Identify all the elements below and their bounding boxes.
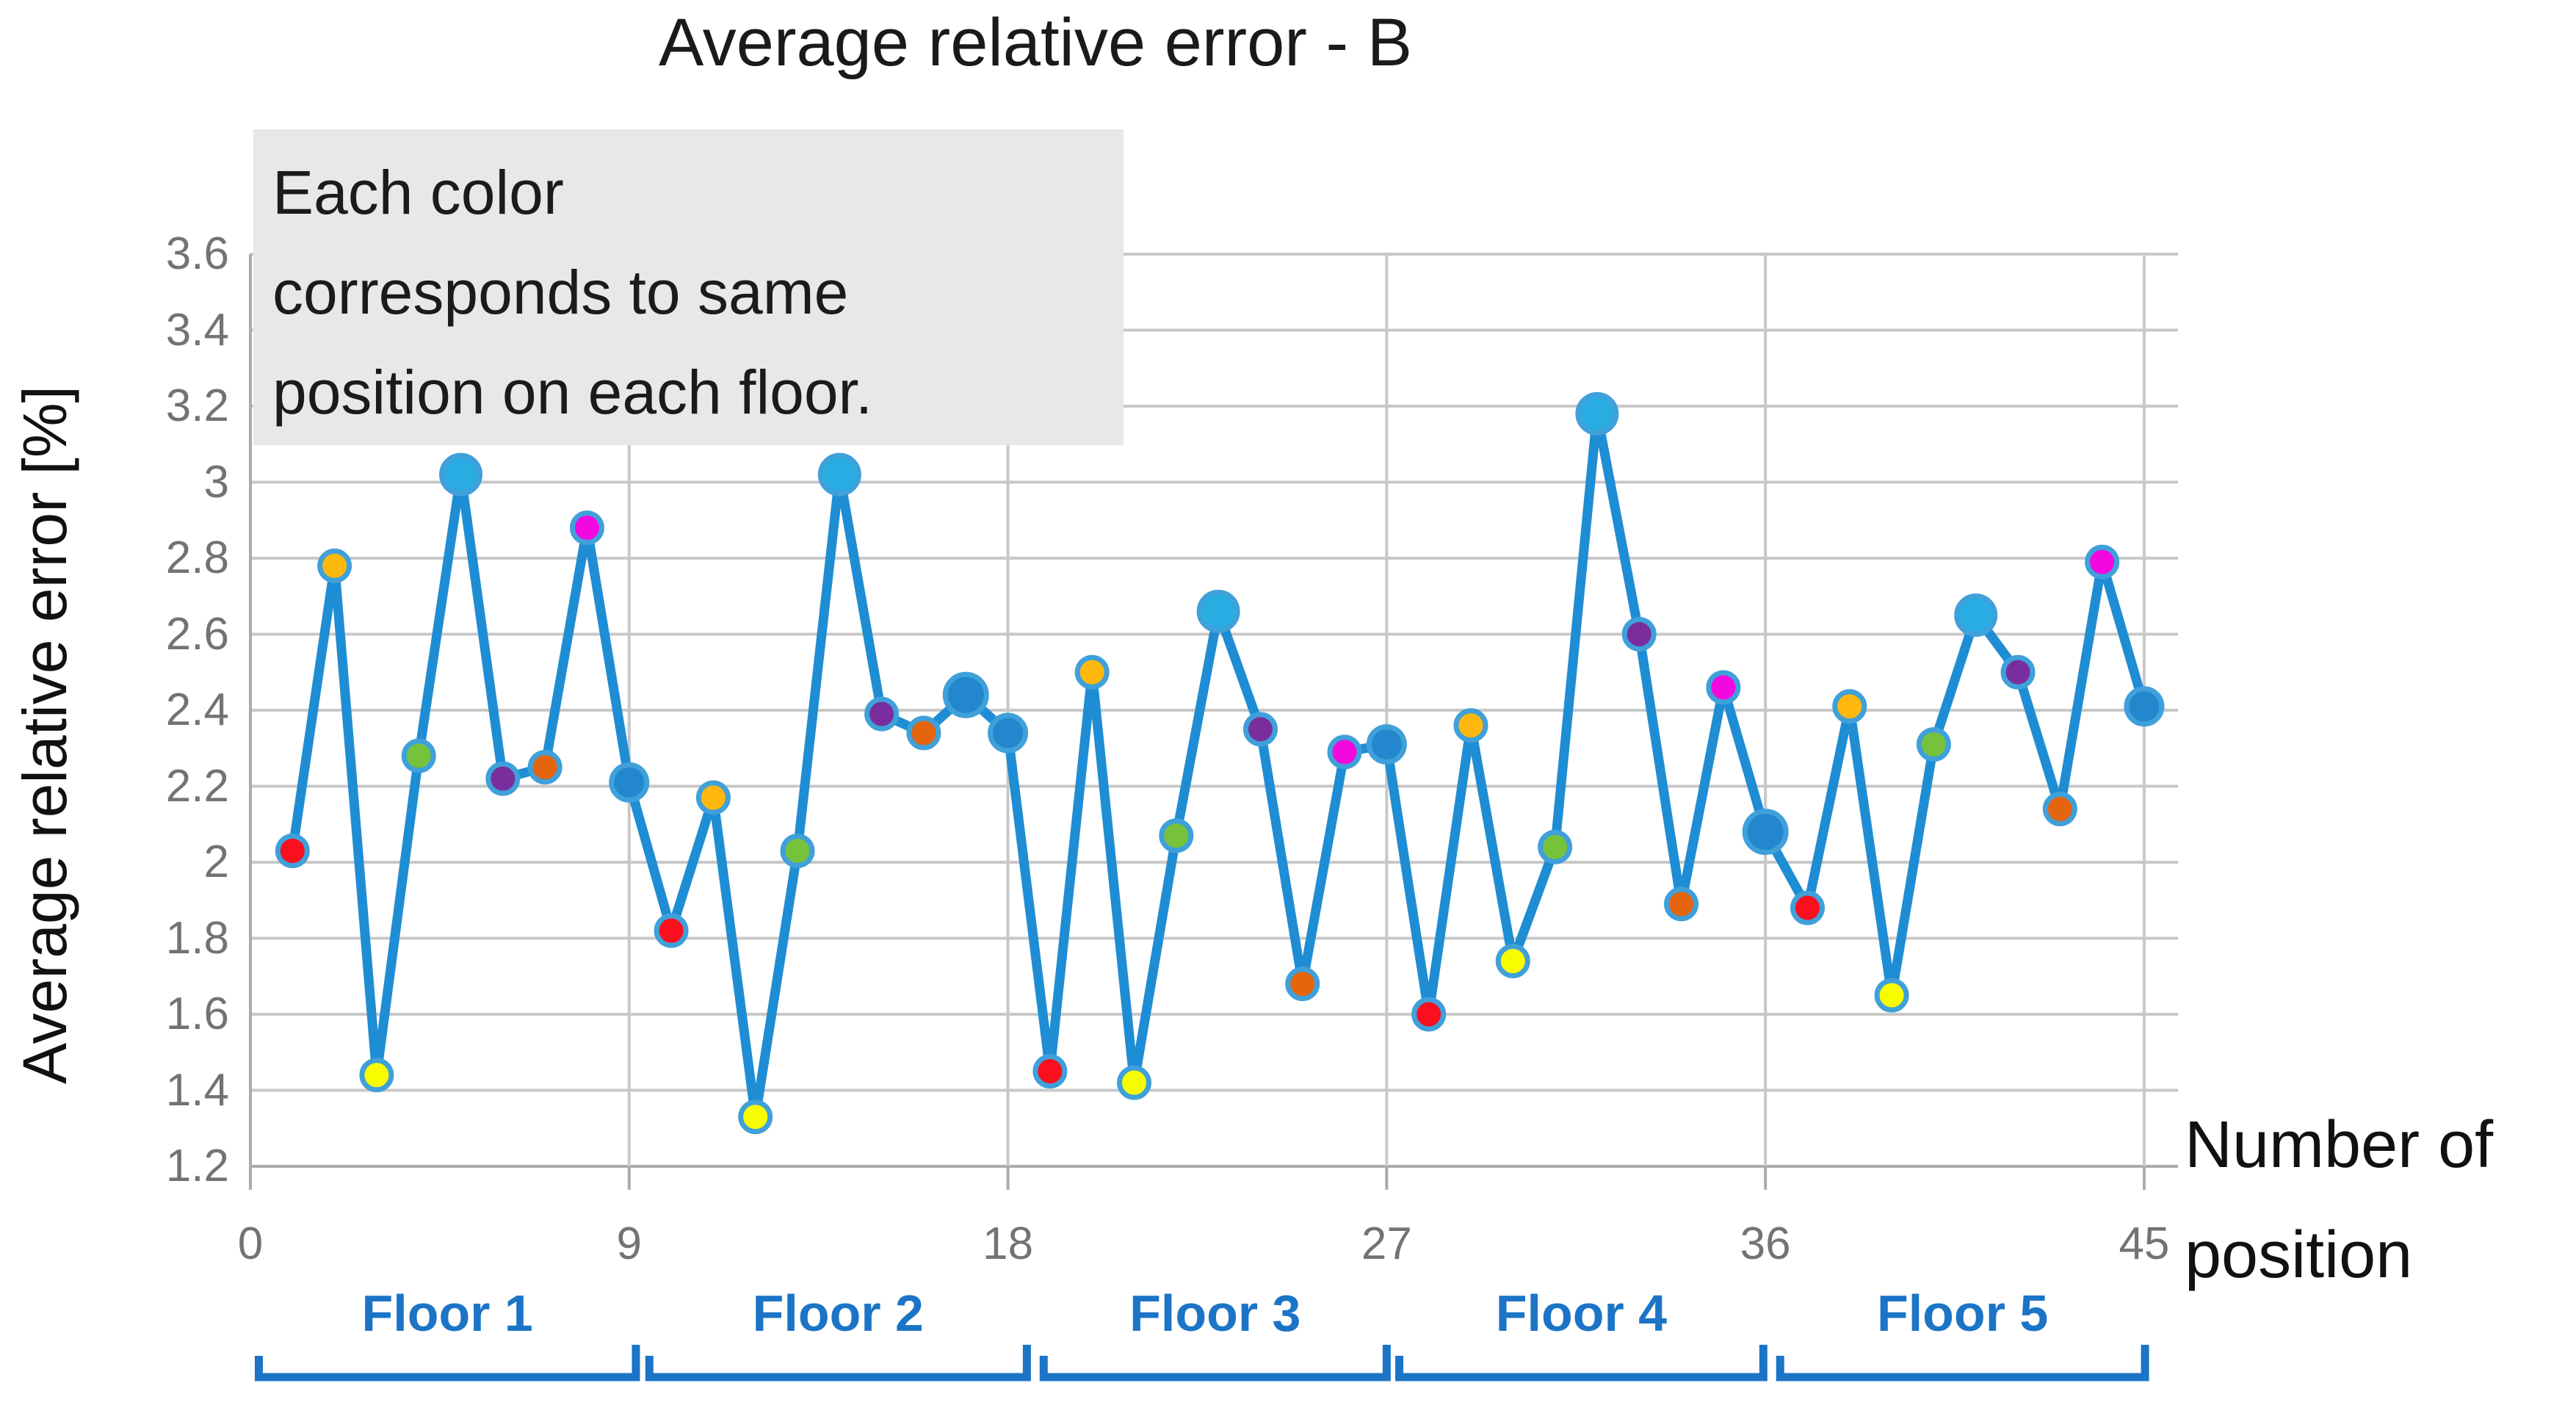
data-point-purple <box>2000 654 2036 690</box>
data-point-purple <box>1621 617 1657 651</box>
data-point-yellow <box>1874 978 1909 1013</box>
floor-label: Floor 2 <box>752 1285 924 1342</box>
data-point-green <box>1159 818 1194 853</box>
x-tick-label: 27 <box>1361 1218 1412 1269</box>
y-tick-label: 1.8 <box>165 912 229 964</box>
data-point-magenta <box>2085 544 2120 579</box>
data-point-yellow <box>359 1058 394 1093</box>
data-point-orange <box>906 715 941 751</box>
data-point-green <box>780 833 815 868</box>
data-point-cyan <box>439 452 483 496</box>
data-point-green <box>401 738 436 773</box>
x-tick-label: 0 <box>237 1218 264 1269</box>
floor-label: Floor 3 <box>1129 1285 1301 1342</box>
y-tick-label: 2.6 <box>165 608 229 660</box>
data-point-red <box>1790 890 1825 925</box>
data-point-gold <box>1453 708 1488 743</box>
y-tick-label: 1.4 <box>165 1064 229 1116</box>
annotation-box: Each color corresponds to same position … <box>253 129 1124 445</box>
data-point-magenta <box>1706 670 1741 705</box>
data-point-red <box>1411 997 1447 1032</box>
chart-title: Average relative error - B <box>659 5 1413 80</box>
data-point-cyan <box>1196 589 1240 633</box>
y-tick-label: 2 <box>203 837 229 887</box>
x-tick-label: 36 <box>1740 1218 1791 1269</box>
x-axis-title-line: Number of <box>2185 1108 2494 1182</box>
floor-bracket <box>645 1345 1031 1381</box>
data-point-gold <box>1074 654 1110 690</box>
y-tick-label: 3 <box>203 456 229 508</box>
x-tick-label: 45 <box>2119 1218 2170 1269</box>
data-line <box>287 408 2149 1122</box>
data-point-cyan <box>1954 593 1998 638</box>
x-tick-label: 18 <box>983 1218 1034 1269</box>
floor-bracket <box>1776 1345 2149 1381</box>
data-point-blue <box>1366 724 1407 765</box>
floor-bracket <box>1395 1345 1768 1381</box>
data-point-magenta <box>569 510 604 546</box>
data-point-red <box>1032 1054 1068 1089</box>
data-point-purple <box>485 761 521 796</box>
data-point-yellow <box>1117 1065 1152 1100</box>
data-point-purple <box>1242 712 1278 747</box>
data-point-magenta <box>1327 734 1362 770</box>
x-tick-label: 9 <box>616 1218 643 1269</box>
data-point-blue <box>988 712 1029 754</box>
floor-bracket <box>1039 1345 1391 1381</box>
data-point-orange <box>527 750 562 785</box>
floor-label: Floor 5 <box>1876 1285 2049 1342</box>
data-point-yellow <box>1495 944 1530 979</box>
y-tick-label: 3.4 <box>165 304 229 355</box>
data-point-gold <box>1832 689 1867 724</box>
data-point-cyan <box>817 452 861 496</box>
y-tick-label: 2.2 <box>165 760 229 812</box>
y-tick-label: 2.4 <box>165 685 229 735</box>
data-point-blueLarge <box>942 671 989 718</box>
data-point-blue <box>609 762 650 803</box>
data-point-orange <box>1285 967 1320 1002</box>
data-point-green <box>1538 829 1573 864</box>
data-point-cyan <box>1575 391 1619 436</box>
data-point-purple <box>864 696 900 732</box>
data-point-gold <box>695 780 731 815</box>
data-point-green <box>1916 727 1951 762</box>
data-point-red <box>654 913 689 948</box>
x-axis-title: Number of position <box>2185 1090 2493 1310</box>
data-point-orange <box>1664 886 1699 922</box>
y-tick-label: 2.8 <box>165 532 229 583</box>
data-point-blue <box>2124 686 2165 727</box>
data-point-gold <box>317 548 352 583</box>
floor-label: Floor 1 <box>361 1285 533 1342</box>
y-axis-title: Average relative error [%] <box>10 386 79 1084</box>
annotation-line: corresponds to same <box>272 258 849 327</box>
annotation-line: position on each floor. <box>272 358 873 427</box>
data-point-red <box>275 833 310 868</box>
floor-label: Floor 4 <box>1495 1285 1668 1342</box>
y-tick-label: 1.6 <box>165 989 229 1039</box>
x-axis-title-line: position <box>2185 1218 2413 1292</box>
y-tick-label: 3.2 <box>165 380 229 431</box>
y-tick-label: 3.6 <box>165 228 229 279</box>
data-point-blueLarge <box>1742 809 1789 856</box>
floor-bracket <box>254 1345 640 1381</box>
annotation-line: Each color <box>272 158 564 227</box>
data-point-orange <box>2042 792 2077 827</box>
data-point-yellow <box>738 1099 773 1135</box>
y-tick-label: 1.2 <box>165 1141 229 1191</box>
